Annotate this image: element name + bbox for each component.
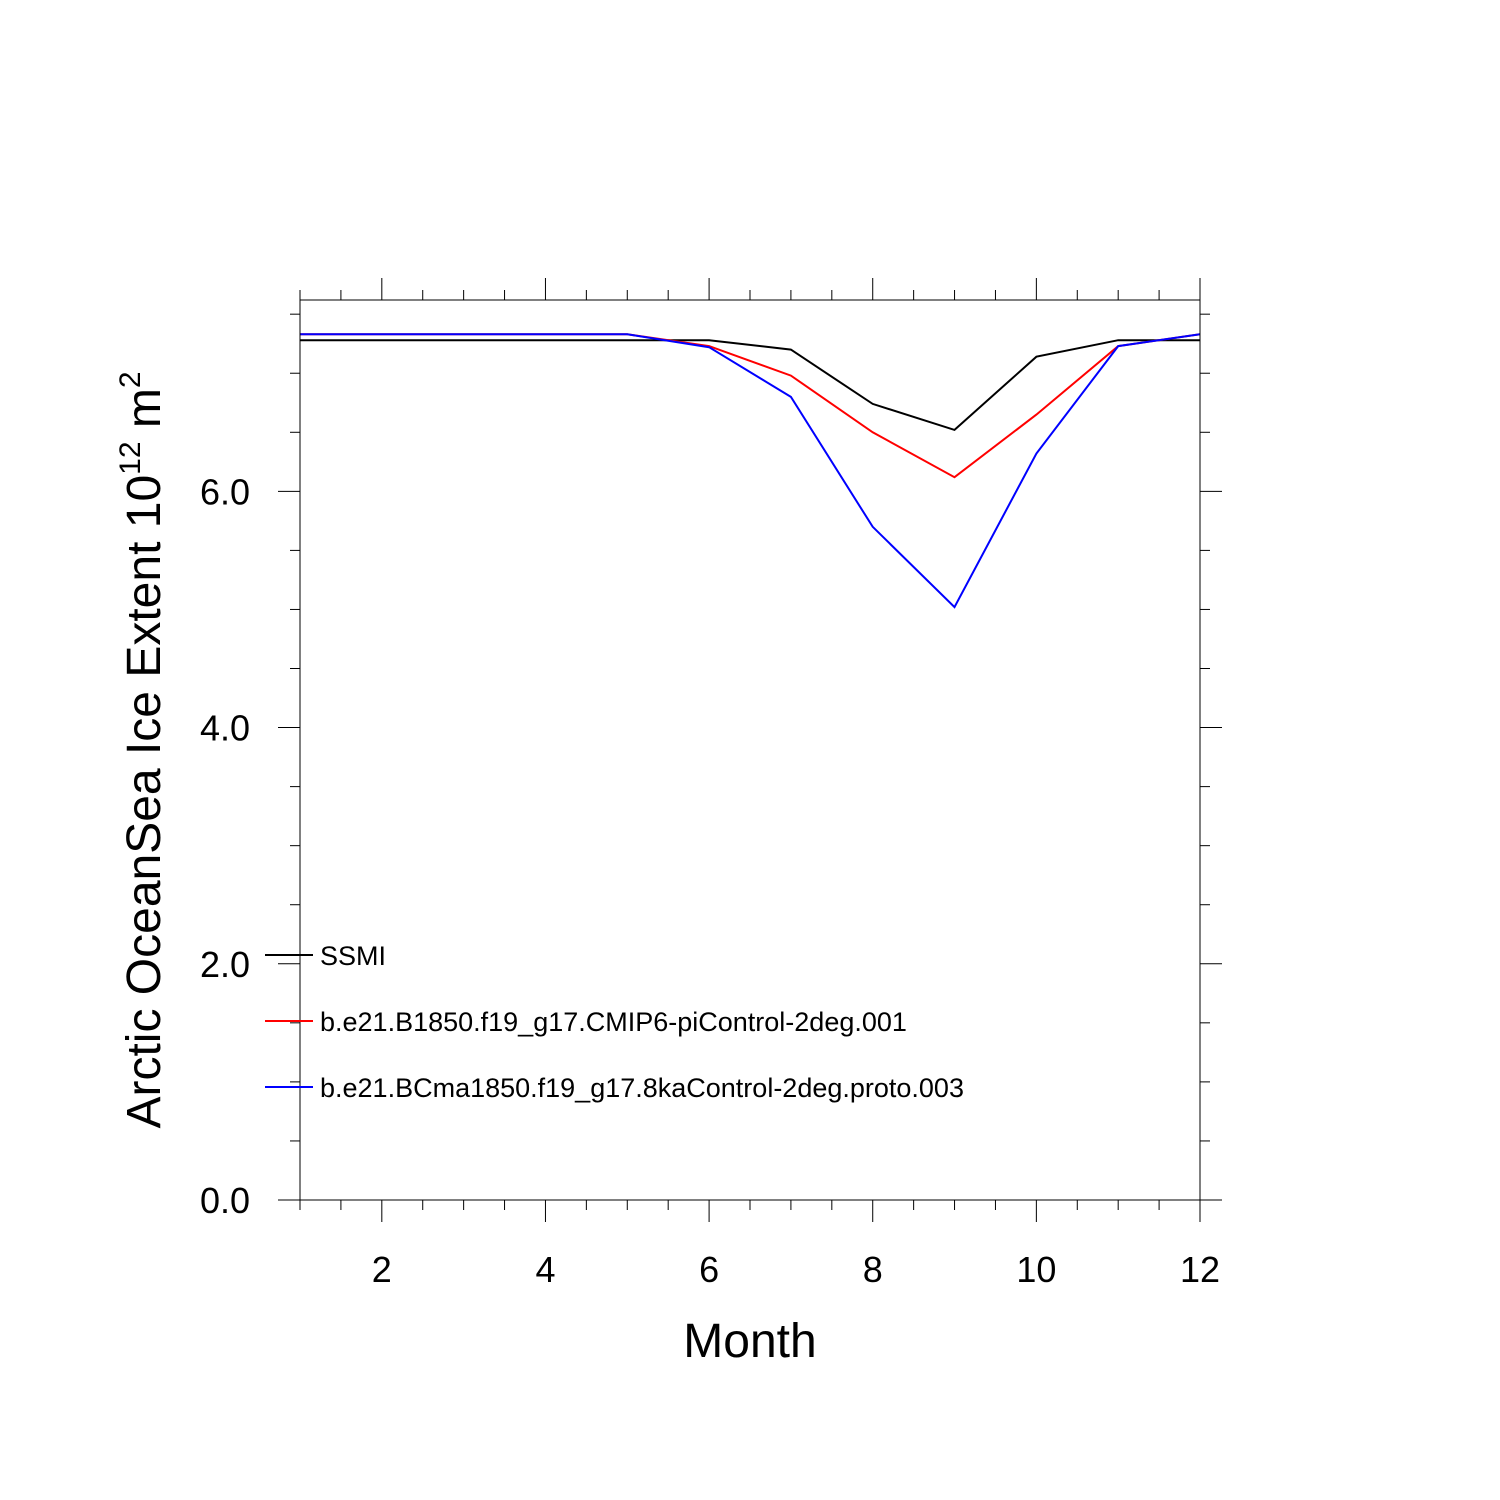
x-tick-label: 4 <box>535 1249 555 1290</box>
x-tick-label: 6 <box>699 1249 719 1290</box>
x-axis-label: Month <box>683 1315 816 1368</box>
legend-item-1[interactable]: SSMI <box>265 941 386 971</box>
y-tick-label: 0.0 <box>200 1180 250 1221</box>
series-lines <box>300 333 1201 609</box>
x-tick-label: 2 <box>372 1249 392 1290</box>
y-tick-label: 2.0 <box>200 944 250 985</box>
y-axis-label-base: Arctic OceanSea Ice Extent 10 <box>118 475 171 1129</box>
y-axis-label-unit: m <box>118 388 171 441</box>
y-tick-label: 6.0 <box>200 471 250 512</box>
series-line-1 <box>300 339 1200 432</box>
x-tick-label: 8 <box>863 1249 883 1290</box>
legend-label: b.e21.B1850.f19_g17.CMIP6-piControl-2deg… <box>320 1007 907 1037</box>
series-line-3 <box>300 333 1201 609</box>
tick-labels: 2 4 6 8 10 12 0.0 2.0 4.0 6.0 <box>200 471 1220 1290</box>
x-tick-label: 12 <box>1180 1249 1220 1290</box>
plot-frame <box>299 299 1201 1201</box>
y-tick-label: 4.0 <box>200 708 250 749</box>
x-tick-label: 10 <box>1016 1249 1056 1290</box>
legend-item-2[interactable]: b.e21.B1850.f19_g17.CMIP6-piControl-2deg… <box>265 1007 907 1037</box>
y-axis-label-exponent: 12 <box>114 441 147 474</box>
legend-item-3[interactable]: b.e21.BCma1850.f19_g17.8kaControl-2deg.p… <box>265 1073 964 1103</box>
y-axis-label: Arctic OceanSea Ice Extent 1012 m2 <box>114 371 171 1128</box>
y-axis-label-unit-exponent: 2 <box>114 371 147 388</box>
axis-ticks <box>278 278 1222 1222</box>
legend-label: b.e21.BCma1850.f19_g17.8kaControl-2deg.p… <box>320 1073 964 1103</box>
series-line-2 <box>300 333 1201 479</box>
legend[interactable]: SSMI b.e21.B1850.f19_g17.CMIP6-piControl-… <box>265 941 964 1103</box>
legend-label: SSMI <box>320 941 386 971</box>
